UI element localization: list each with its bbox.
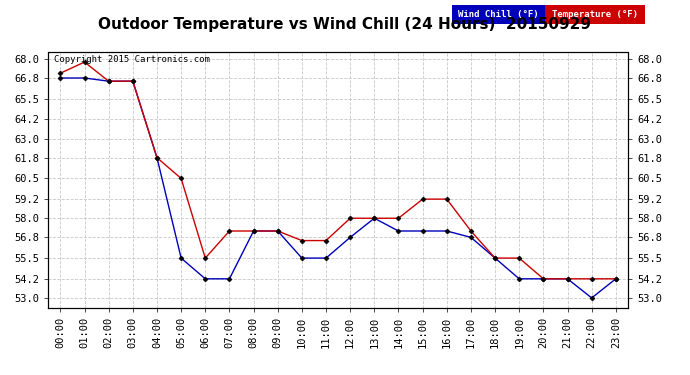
Text: Wind Chill (°F): Wind Chill (°F) bbox=[458, 10, 539, 19]
Text: Temperature (°F): Temperature (°F) bbox=[552, 10, 638, 19]
Text: Copyright 2015 Cartronics.com: Copyright 2015 Cartronics.com bbox=[54, 55, 210, 64]
Text: Outdoor Temperature vs Wind Chill (24 Hours)  20150929: Outdoor Temperature vs Wind Chill (24 Ho… bbox=[99, 17, 591, 32]
